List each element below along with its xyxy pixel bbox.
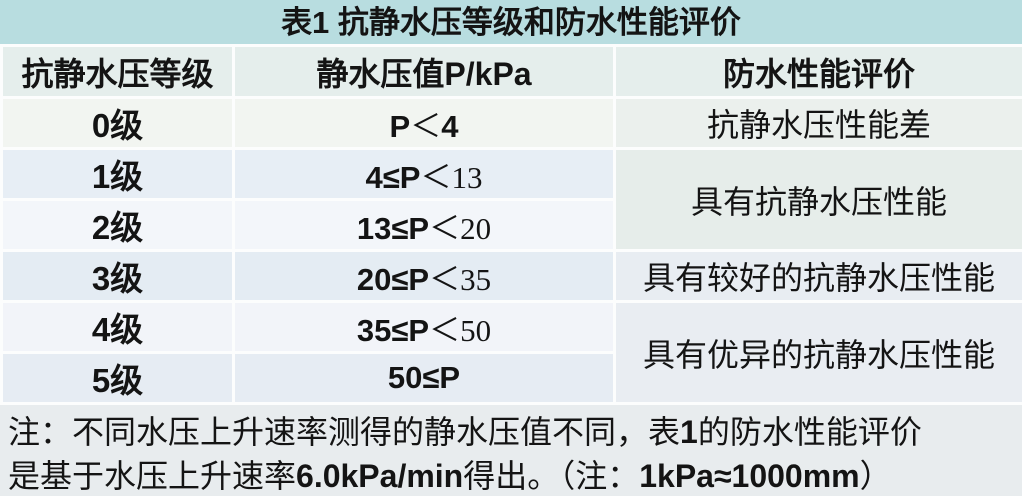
pressure-value: 4: [441, 108, 459, 144]
pressure-value: 13≤P: [356, 210, 430, 246]
pressure-range: ＜13: [420, 159, 483, 195]
col-header-grade: 抗静水压等级: [0, 44, 235, 99]
evaluation-cell-merged: 具有优异的抗静水压性能: [613, 300, 1022, 405]
pressure-range: ＜35: [429, 261, 492, 297]
pressure-cell: 13≤P＜20: [232, 198, 616, 252]
table-row: 5级 50≤P: [0, 351, 1022, 405]
note-text-segment: 得出。（注：: [463, 458, 640, 494]
pressure-range: ＜50: [429, 312, 492, 348]
grade-cell: 1级: [0, 147, 235, 201]
pressure-cell: 20≤P＜35: [232, 249, 616, 303]
table-row: 3级 20≤P＜35 具有较好的抗静水压性能: [0, 249, 1022, 303]
table-footnote: 注：不同水压上升速率测得的静水压值不同，表1的防水性能评价是基于水压上升速率6.…: [0, 405, 1022, 496]
note-text-segment: 是基于水压上升速率: [8, 458, 297, 494]
pressure-operator: ＜: [410, 108, 442, 144]
table-row: 4级 35≤P＜50 具有优异的抗静水压性能: [0, 300, 1022, 405]
pressure-cell: 35≤P＜50: [232, 300, 616, 354]
table-row: 2级 13≤P＜20: [0, 198, 1022, 252]
note-text-segment: ）: [859, 458, 892, 494]
note-rate-value: 6.0kPa/min: [296, 458, 464, 494]
pressure-cell: P＜4: [232, 96, 616, 150]
grade-cell: 2级: [0, 198, 235, 252]
pressure-value: 35≤P: [356, 312, 430, 348]
pressure-value: 4≤P: [365, 159, 421, 195]
note-table-number: 1: [680, 414, 698, 450]
col-header-pressure: 静水压值P/kPa: [232, 44, 616, 99]
pressure-range: ＜20: [429, 210, 492, 246]
evaluation-cell: 抗静水压性能差: [613, 96, 1022, 150]
evaluation-cell: 具有较好的抗静水压性能: [613, 249, 1022, 303]
grade-cell: 0级: [0, 96, 235, 150]
pressure-value: 50≤P: [387, 360, 461, 395]
evaluation-cell-merged: 具有抗静水压性能: [613, 147, 1022, 252]
grade-cell: 4级: [0, 300, 235, 354]
grade-cell: 3级: [0, 249, 235, 303]
hydrostatic-pressure-table: 抗静水压等级 静水压值P/kPa 防水性能评价 0级 P＜4 抗静水压性能差 1…: [0, 44, 1022, 405]
pressure-value: P: [389, 108, 411, 144]
table-row: 0级 P＜4 抗静水压性能差: [0, 96, 1022, 150]
col-header-evaluation: 防水性能评价: [613, 44, 1022, 99]
pressure-cell: 4≤P＜13: [232, 147, 616, 201]
pressure-value: 20≤P: [356, 261, 430, 297]
note-conversion-value: 1kPa≈1000mm: [639, 458, 860, 494]
table-title: 表1 抗静水压等级和防水性能评价: [0, 0, 1022, 44]
note-text-segment: 的防水性能评价: [697, 414, 922, 450]
header-row: 抗静水压等级 静水压值P/kPa 防水性能评价: [0, 44, 1022, 99]
table-row: 1级 4≤P＜13 具有抗静水压性能: [0, 147, 1022, 252]
pressure-cell: 50≤P: [232, 351, 616, 405]
note-text-segment: 注：不同水压上升速率测得的静水压值不同，表: [8, 414, 681, 450]
grade-cell: 5级: [0, 351, 235, 405]
